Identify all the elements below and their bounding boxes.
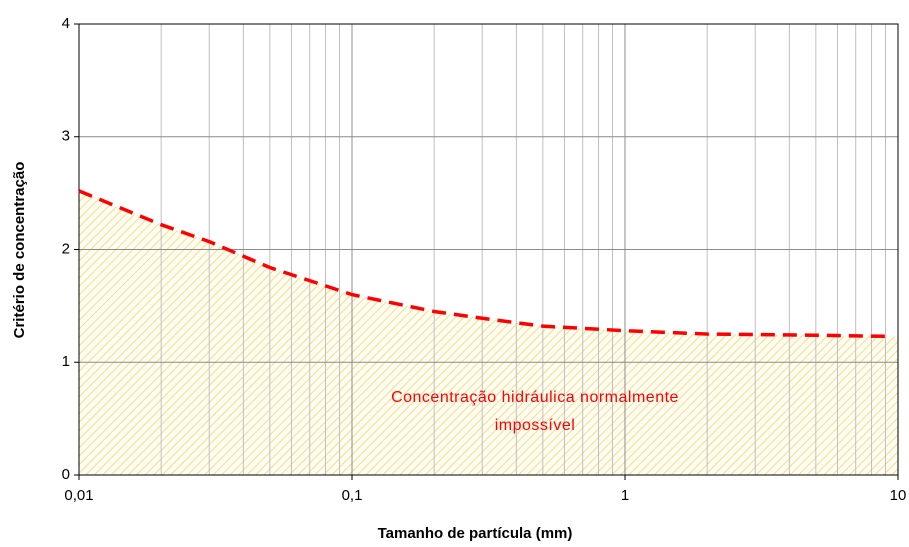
- y-tick-label: 3: [62, 128, 70, 145]
- curve: [78, 189, 886, 339]
- x-tick-label: 1: [621, 487, 629, 504]
- annotation: impossível: [495, 417, 576, 434]
- impossible-area: [79, 190, 898, 475]
- y-tick-label: 4: [62, 15, 70, 32]
- y-axis-label: Critério de concentração: [11, 162, 28, 339]
- plot-frame: [78, 23, 899, 476]
- y-tick-label: 2: [62, 240, 70, 257]
- y-tick-label: 0: [62, 466, 70, 483]
- annotation: Concentração hidráulica normalmente: [391, 389, 679, 406]
- y-tick-label: 1: [62, 353, 70, 370]
- x-tick-label: 0,01: [64, 487, 93, 504]
- x-axis-label: Tamanho de partícula (mm): [378, 525, 573, 542]
- x-tick-label: 0,1: [342, 487, 363, 504]
- x-tick-label: 10: [890, 487, 907, 504]
